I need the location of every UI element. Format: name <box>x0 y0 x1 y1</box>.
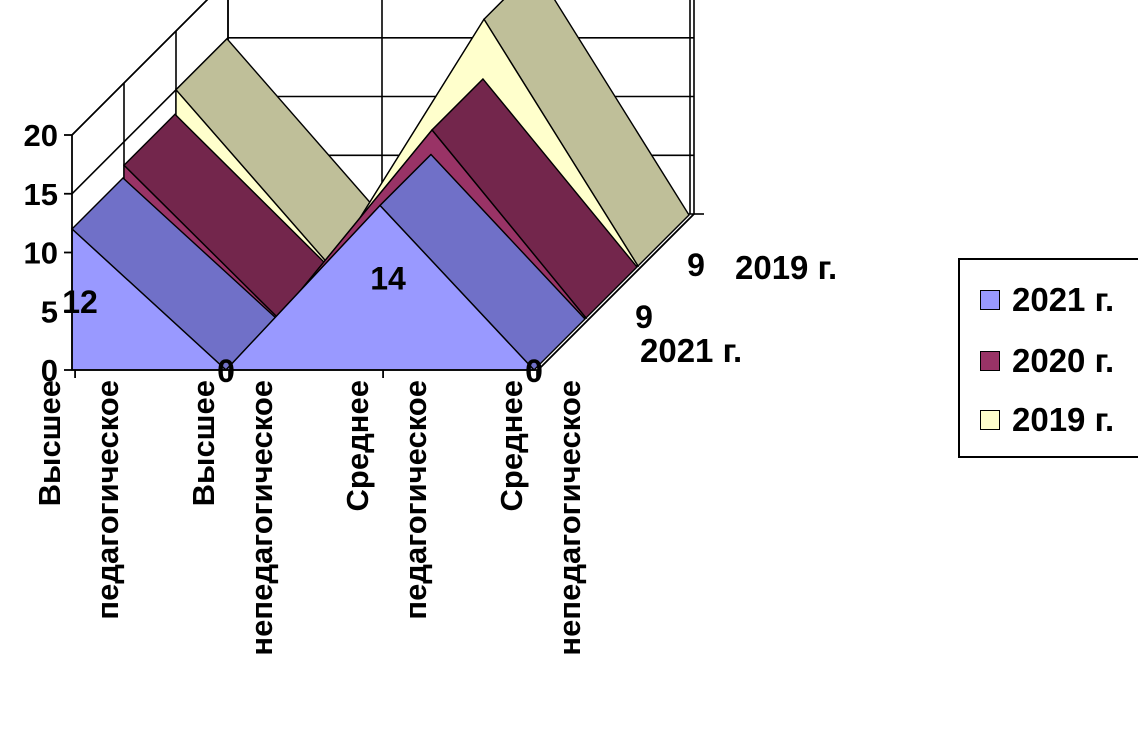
y-tick-label: 15 <box>24 177 58 212</box>
data-label: 14 <box>370 261 406 297</box>
side-wall-top <box>71 0 209 136</box>
legend-label-2019: 2019 г. <box>1012 401 1115 438</box>
legend-item-2019: 2019 г. <box>980 400 1114 440</box>
x-axis-line <box>72 213 695 371</box>
series-layer <box>70 0 690 372</box>
y-tick-label: 0 <box>41 353 58 388</box>
category-label: Высшее <box>32 380 67 506</box>
legend-swatch-2021 <box>980 290 1000 310</box>
category-label: педагогическое <box>398 380 433 620</box>
y-tick-label: 10 <box>24 236 58 271</box>
category-label: непедагогическое <box>552 380 587 656</box>
category-label: Высшее <box>186 380 221 506</box>
category-label: непедагогическое <box>244 380 279 656</box>
data-label: 9 <box>687 247 705 283</box>
legend-item-2020: 2020 г. <box>980 341 1114 381</box>
series-axis-label: 2019 г. <box>735 249 837 286</box>
data-label: 0 <box>217 353 235 389</box>
category-label: педагогическое <box>90 380 125 620</box>
legend: 2021 г. 2020 г. 2019 г. <box>958 258 1138 458</box>
series-axis-label: 2021 г. <box>640 332 742 369</box>
legend-label-2021: 2021 г. <box>1012 281 1115 318</box>
legend-swatch-2019 <box>980 410 1000 430</box>
legend-swatch-2020 <box>980 351 1000 371</box>
category-label: Среднее <box>340 380 375 511</box>
legend-item-2021: 2021 г. <box>980 280 1114 320</box>
data-label: 9 <box>635 299 653 335</box>
axis-layer: 0 5 10 15 20 Высшее педагогическое Высшее непеда… <box>24 118 838 656</box>
data-label: 12 <box>62 284 98 320</box>
data-label: 0 <box>525 353 543 389</box>
series-2021 г. <box>70 153 586 372</box>
label-layer: 99 12 0 14 0 <box>62 247 705 389</box>
legend-label-2020: 2020 г. <box>1012 342 1115 379</box>
category-label: Среднее <box>494 380 529 511</box>
y-tick-label: 20 <box>24 118 58 153</box>
y-tick-label: 5 <box>41 294 58 329</box>
